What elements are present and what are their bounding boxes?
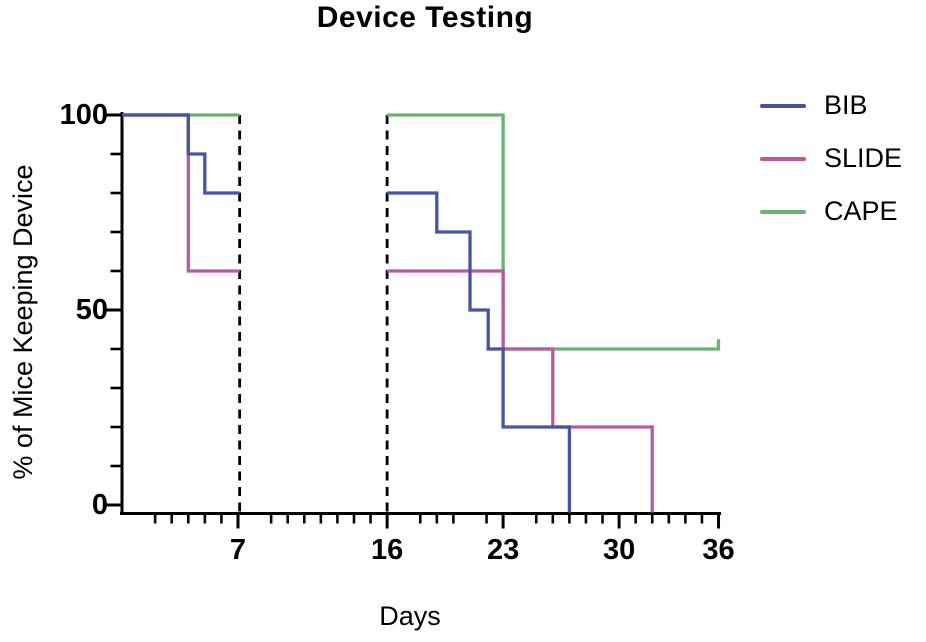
x-tick-label-36: 36 — [702, 534, 735, 566]
x-tick-label-30: 30 — [602, 534, 636, 566]
series-line-slide — [387, 269, 654, 513]
legend-swatch-slide — [760, 156, 806, 161]
legend-item-bib: BIB — [760, 90, 902, 121]
legend-item-slide: SLIDE — [760, 143, 902, 174]
x-tick-label-7: 7 — [229, 534, 247, 566]
legend: BIB SLIDE CAPE — [760, 90, 902, 249]
x-tick-label-16: 16 — [370, 534, 404, 566]
y-tick-label-0: 0 — [91, 489, 108, 521]
legend-swatch-bib — [760, 103, 806, 108]
chart-title: Device Testing — [316, 1, 534, 34]
y-tick-label-100: 100 — [59, 99, 108, 131]
x-tick-label-23: 23 — [486, 534, 520, 566]
x-axis-title: Days — [379, 601, 441, 631]
series-line-bib — [122, 113, 240, 195]
y-tick-label-50: 50 — [75, 294, 108, 326]
legend-label: SLIDE — [824, 143, 903, 173]
series-line-bib — [387, 191, 572, 513]
legend-label: CAPE — [824, 196, 898, 226]
legend-item-cape: CAPE — [760, 196, 902, 227]
legend-label: BIB — [824, 90, 868, 120]
legend-swatch-cape — [760, 209, 806, 214]
